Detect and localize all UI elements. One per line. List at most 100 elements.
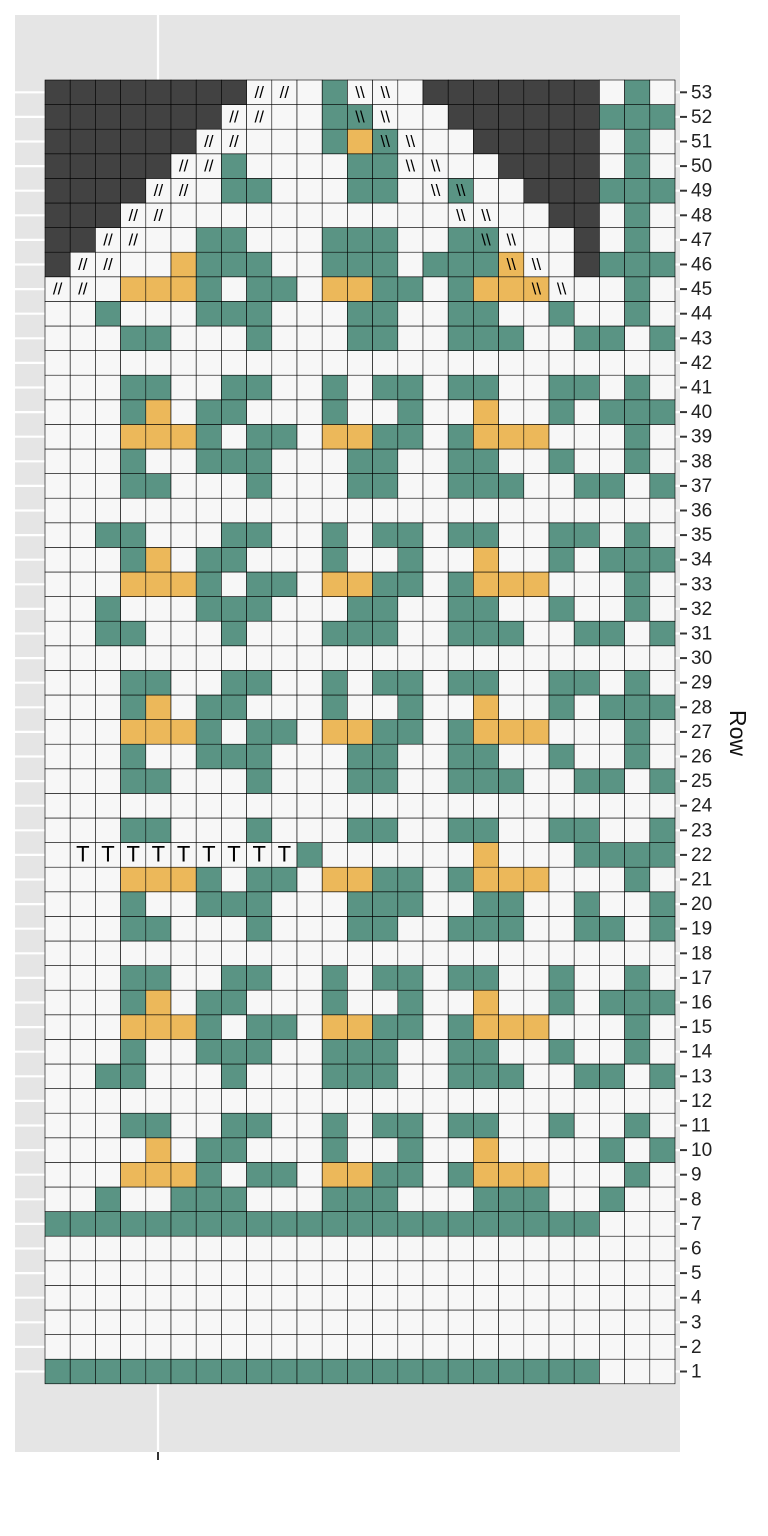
stitch-cell [573, 793, 600, 819]
stitch-cell [498, 1186, 525, 1212]
stitch-cell [573, 743, 600, 770]
stitch-cell [372, 227, 399, 253]
stitch-cell [599, 153, 625, 179]
stitch-cell [195, 645, 222, 671]
stitch-cell [473, 325, 499, 351]
row-label: 32 [691, 599, 712, 620]
stitch-cell [296, 1211, 323, 1237]
stitch-cell [145, 793, 172, 819]
stitch-cell [195, 891, 222, 917]
stitch-symbol: // [254, 83, 264, 102]
stitch-cell [473, 497, 499, 524]
stitch-cell [397, 916, 424, 942]
stitch-cell [296, 1088, 323, 1114]
stitch-cell [321, 940, 348, 966]
stitch-cell [649, 866, 676, 893]
stitch-cell [397, 178, 424, 204]
stitch-cell [422, 743, 449, 770]
stitch-cell [498, 891, 525, 917]
stitch-cell [296, 940, 323, 966]
stitch-cell [649, 251, 676, 278]
stitch-cell [447, 842, 474, 868]
stitch-cell [473, 153, 499, 179]
stitch-cell [422, 596, 449, 622]
stitch-cell [44, 1063, 71, 1089]
stitch-cell [69, 251, 96, 278]
stitch-cell [321, 153, 348, 179]
stitch-cell [548, 620, 575, 647]
stitch-cell [271, 768, 298, 794]
stitch-cell [44, 104, 71, 130]
stitch-cell [372, 399, 399, 425]
stitch-cell [69, 645, 96, 671]
stitch-cell [321, 473, 348, 499]
stitch-cell [473, 1137, 499, 1163]
stitch-cell [523, 596, 550, 622]
stitch-cell [69, 768, 96, 794]
stitch-cell [397, 694, 424, 720]
stitch-cell [246, 768, 273, 794]
stitch-cell [523, 1137, 550, 1163]
stitch-cell [120, 473, 147, 499]
stitch-cell [422, 891, 449, 917]
stitch-cell [548, 1358, 575, 1385]
stitch-cell [498, 1235, 525, 1262]
stitch-cell [649, 965, 676, 991]
stitch-cell [649, 1063, 676, 1089]
stitch-cell [649, 1162, 676, 1188]
stitch-cell [447, 940, 474, 966]
stitch-cell [95, 670, 121, 696]
stitch-cell [447, 768, 474, 794]
stitch-cell [271, 227, 298, 253]
stitch-cell [573, 178, 600, 204]
stitch-cell [170, 276, 197, 302]
stitch-cell [473, 1285, 499, 1311]
stitch-cell [498, 596, 525, 622]
stitch-cell [447, 866, 474, 893]
stitch-cell [624, 153, 651, 179]
stitch-cell [649, 547, 676, 573]
stitch-cell [548, 1063, 575, 1089]
stitch-cell [548, 596, 575, 622]
stitch-cell [473, 965, 499, 991]
stitch-cell [347, 251, 373, 278]
stitch-cell [573, 596, 600, 622]
stitch-cell [170, 350, 197, 376]
row-label: 50 [691, 156, 712, 177]
stitch-cell [397, 965, 424, 991]
stitch-cell [624, 965, 651, 991]
stitch-cell [447, 916, 474, 942]
stitch-cell [599, 301, 625, 327]
stitch-cell [170, 989, 197, 1016]
stitch-cell [498, 694, 525, 720]
stitch-cell [195, 940, 222, 966]
stitch-cell [170, 178, 197, 204]
stitch-cell [473, 768, 499, 794]
stitch-cell [221, 694, 247, 720]
stitch-cell [649, 1235, 676, 1262]
stitch-cell [195, 276, 222, 302]
stitch-cell [44, 571, 71, 597]
stitch-cell [69, 940, 96, 966]
stitch-cell [347, 719, 373, 745]
stitch-cell [523, 301, 550, 327]
stitch-cell [523, 325, 550, 351]
row-label: 41 [691, 378, 712, 399]
stitch-cell [170, 1088, 197, 1114]
stitch-cell [372, 1285, 399, 1311]
stitch-symbol: \\ [431, 181, 441, 200]
stitch-cell [195, 965, 222, 991]
stitch-cell [296, 596, 323, 622]
stitch-cell [69, 670, 96, 696]
stitch-cell [397, 1334, 424, 1360]
stitch-cell [95, 424, 121, 450]
stitch-cell [221, 620, 247, 647]
stitch-cell [573, 768, 600, 794]
stitch-cell [523, 153, 550, 179]
stitch-cell [523, 202, 550, 228]
stitch-cell [195, 374, 222, 401]
stitch-cell [246, 916, 273, 942]
stitch-cell [498, 522, 525, 548]
stitch-cell [195, 596, 222, 622]
stitch-cell [573, 940, 600, 966]
